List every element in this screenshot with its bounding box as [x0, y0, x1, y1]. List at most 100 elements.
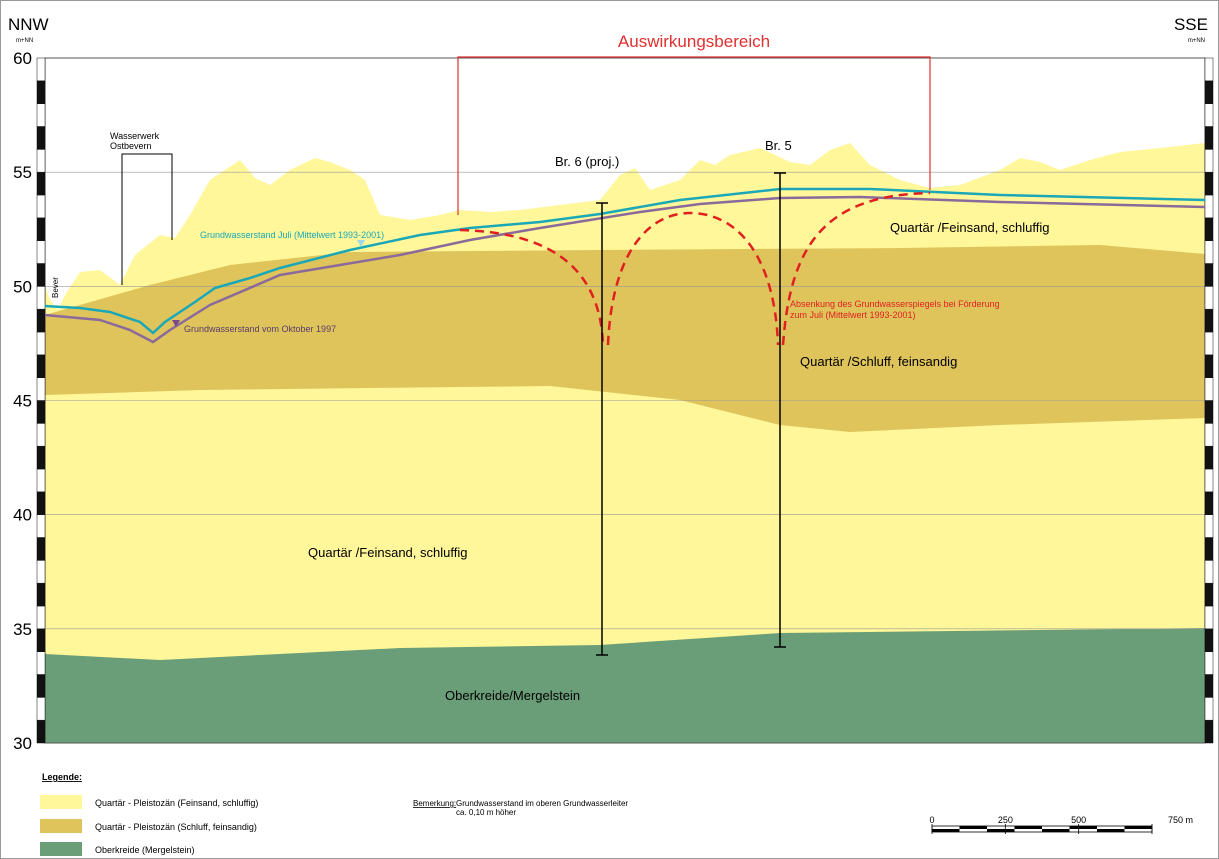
- legend-swatch: [40, 842, 82, 856]
- direction: SSE: [1174, 15, 1208, 34]
- scale-stripe: [1204, 217, 1214, 241]
- label: Br. 6 (proj.): [555, 154, 619, 169]
- silt-layer: [45, 245, 1205, 432]
- scale-stripe: [1204, 605, 1214, 630]
- remark: ca. 0,10 m höher: [456, 808, 516, 817]
- marker: [357, 240, 365, 247]
- scale-bar-segment: [1124, 826, 1152, 829]
- y-tick-label: 45: [13, 392, 32, 411]
- scale-stripe: [36, 674, 46, 698]
- y-tick-label: 40: [13, 506, 32, 525]
- scale-stripe: [1204, 57, 1214, 82]
- label: Br. 5: [765, 138, 792, 153]
- scale-stripe: [1204, 331, 1214, 356]
- scale-stripe: [36, 651, 46, 675]
- scale-stripe: [1204, 240, 1214, 264]
- remark-label: Bemerkung:: [413, 799, 456, 808]
- borehole-5: [774, 172, 786, 648]
- waterworks: [121, 153, 173, 285]
- scale-stripe: [36, 103, 46, 127]
- scale-stripe: [1204, 582, 1214, 607]
- scale-stripe: [1204, 194, 1214, 219]
- scale-bar-segment: [932, 829, 960, 832]
- gw-july: [44, 187, 1206, 335]
- scale-stripe: [1204, 171, 1214, 196]
- base-marl: [45, 628, 1205, 743]
- scale-stripe: [36, 80, 46, 104]
- scale-stripe: [1204, 514, 1214, 538]
- scale-stripe: [36, 171, 46, 196]
- scale-stripe: [36, 377, 46, 401]
- scale-stripe: [1204, 697, 1214, 721]
- unit: m+NN: [1188, 38, 1205, 44]
- label: Grundwasserstand Juli (Mittelwert 1993-2…: [200, 230, 384, 240]
- scale-stripe: [36, 605, 46, 630]
- scale-stripe: [1204, 149, 1214, 173]
- scale-stripe: [36, 491, 46, 515]
- y-tick-label: 55: [13, 163, 32, 182]
- scale-stripe: [36, 628, 46, 652]
- layers: [45, 143, 1205, 743]
- scale-bar-segment: [1097, 829, 1125, 832]
- drawdown: [459, 191, 931, 346]
- scale-stripe: [1204, 560, 1214, 584]
- legend-item: Quartär - Pleistozän (Schluff, feinsandi…: [95, 822, 257, 832]
- gw-october: [44, 195, 1206, 344]
- scale-bar-segment: [1042, 829, 1070, 832]
- scale-stripe: [36, 400, 46, 424]
- borehole-6: [596, 202, 608, 656]
- scale-stripe: [1204, 719, 1214, 744]
- label: Bever: [51, 277, 60, 298]
- scale-stripe: [36, 149, 46, 173]
- marker: [172, 320, 180, 327]
- legend-item: Quartär - Pleistozän (Feinsand, schluffi…: [95, 798, 258, 808]
- scale-stripe: [1204, 80, 1214, 104]
- scale-stripe: [1204, 445, 1214, 470]
- scale-label: 750 m: [1168, 815, 1193, 825]
- scale-stripe: [36, 697, 46, 721]
- scale-label: 250: [998, 815, 1013, 825]
- scale-stripe: [36, 263, 46, 287]
- y-tick-label: 60: [13, 49, 32, 68]
- scale-stripe: [1204, 491, 1214, 515]
- remark: Grundwasserstand im oberen Grundwasserle…: [456, 799, 628, 808]
- y-tick-label: 35: [13, 620, 32, 639]
- impact-zone: [457, 56, 931, 215]
- scale-stripe: [36, 514, 46, 538]
- scale-bar-segment: [1069, 826, 1097, 829]
- scale-bar-segment: [1014, 826, 1042, 829]
- legend-item: Oberkreide (Mergelstein): [95, 845, 195, 855]
- scale-stripe: [36, 354, 46, 378]
- scale-stripe: [36, 468, 46, 493]
- layer-label: Quartär /Feinsand, schluffig: [890, 220, 1049, 235]
- scale-stripe: [36, 308, 46, 333]
- scale-stripe: [36, 286, 46, 310]
- scale-stripe: [36, 445, 46, 470]
- label: Wasserwerk: [110, 131, 160, 141]
- direction: NNW: [8, 15, 49, 34]
- label: Grundwasserstand vom Oktober 1997: [184, 324, 336, 334]
- depth-scale: [36, 57, 1214, 744]
- scale-stripe: [1204, 126, 1214, 150]
- scale-label: 0: [929, 815, 934, 825]
- scale-stripe: [36, 217, 46, 241]
- scale-stripe: [1204, 537, 1214, 561]
- scale-stripe: [36, 582, 46, 607]
- scale-stripe: [36, 57, 46, 82]
- unit: m+NN: [16, 38, 33, 44]
- y-axis: 30 35 40 45 50 55 60: [13, 49, 32, 753]
- label: zum Juli (Mittelwert 1993-2001): [790, 310, 916, 320]
- scale-stripe: [1204, 263, 1214, 287]
- layer-label: Quartär /Feinsand, schluffig: [308, 545, 467, 560]
- scale-stripe: [36, 537, 46, 561]
- layer-label: Oberkreide/Mergelstein: [445, 688, 580, 703]
- scale-stripe: [1204, 377, 1214, 401]
- label: Ostbevern: [110, 141, 152, 151]
- scale-stripe: [1204, 674, 1214, 698]
- scale-stripe: [1204, 286, 1214, 310]
- scale-stripe: [1204, 628, 1214, 652]
- scale-stripe: [1204, 308, 1214, 333]
- layer-label: Quartär /Schluff, feinsandig: [800, 354, 957, 369]
- scale-stripe: [36, 560, 46, 584]
